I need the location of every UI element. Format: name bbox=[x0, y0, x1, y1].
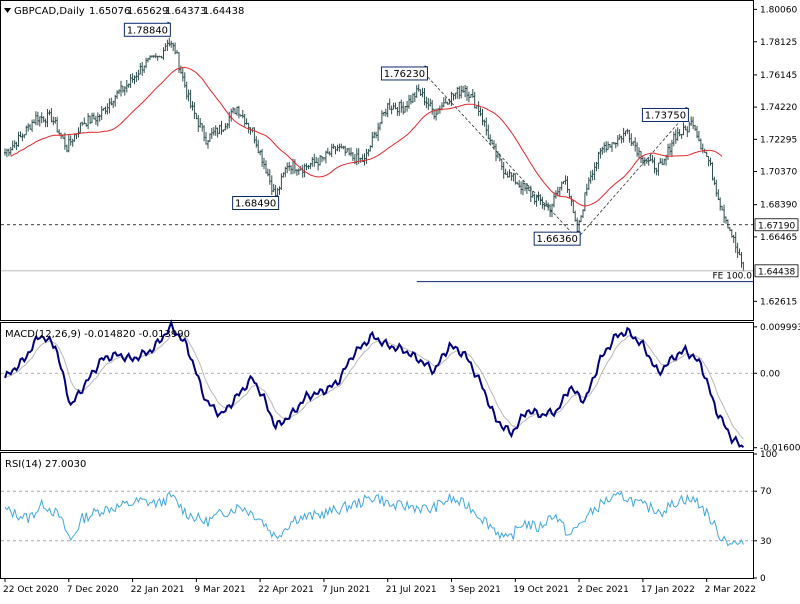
macd-line bbox=[4, 319, 745, 449]
macd-title: MACD(12,26,9) -0.014820 -0.013990 bbox=[5, 329, 190, 340]
rsi-tick-label-3: 0 bbox=[760, 574, 766, 584]
current-price-label-box bbox=[754, 264, 799, 278]
price-label-0: 1.78840 bbox=[127, 25, 168, 36]
ohlc-low: 1.64373 bbox=[165, 6, 206, 17]
price-label-3: 1.66360 bbox=[536, 234, 577, 245]
price-tick-label-6: 1.68390 bbox=[760, 201, 797, 211]
date-tick-label-7: 3 Sep 2021 bbox=[450, 585, 501, 595]
macd-tick-label-2: -0.016002 bbox=[760, 444, 800, 454]
collapse-triangle-icon[interactable] bbox=[4, 8, 11, 13]
price-label-box-1 bbox=[232, 196, 280, 211]
dashed-line-price-label-box bbox=[754, 218, 799, 232]
date-tick-label-9: 2 Dec 2021 bbox=[577, 585, 629, 595]
date-tick-label-10: 17 Jan 2022 bbox=[641, 585, 695, 595]
price-label-box-0 bbox=[123, 22, 171, 37]
rsi-panel-frame bbox=[0, 452, 754, 579]
price-tick-label-2: 1.76145 bbox=[760, 71, 797, 81]
price-label-1: 1.68490 bbox=[235, 199, 276, 210]
price-label-pointer-0 bbox=[167, 21, 171, 24]
macd-tick-label-1: 0.00 bbox=[760, 369, 780, 379]
moving-average-line bbox=[10, 66, 723, 207]
price-tick-label-8: 1.62615 bbox=[760, 297, 797, 307]
date-tick-label-1: 7 Dec 2020 bbox=[67, 585, 119, 595]
price-tick-label-1: 1.78125 bbox=[760, 38, 797, 48]
ohlc-high: 1.65629 bbox=[127, 6, 168, 17]
date-tick-label-5: 7 Jun 2021 bbox=[322, 585, 370, 595]
fib-connector-0 bbox=[424, 73, 578, 239]
date-tick-label-6: 21 Jul 2021 bbox=[386, 585, 437, 595]
macd-signal-line bbox=[4, 333, 744, 440]
price-series-layer: FE 100.0 1.78840 1.68490 1.76230 1.66360 1.73… bbox=[1, 21, 753, 283]
date-tick-label-2: 22 Jan 2021 bbox=[131, 585, 185, 595]
date-tick-label-3: 9 Mar 2021 bbox=[194, 585, 245, 595]
price-tick-label-0: 1.80060 bbox=[760, 5, 797, 15]
price-label-4: 1.73750 bbox=[645, 110, 686, 121]
ohlc-open: 1.65076 bbox=[89, 6, 130, 17]
price-label-pointer-1 bbox=[275, 195, 279, 197]
price-label-pointer-2 bbox=[424, 65, 428, 68]
current-price-label: 1.64438 bbox=[758, 267, 795, 277]
rsi-series-layer bbox=[1, 490, 753, 547]
date-tick-label-11: 2 Mar 2022 bbox=[705, 585, 756, 595]
price-label-box-2 bbox=[380, 66, 428, 81]
ohlc-close: 1.64438 bbox=[203, 6, 244, 17]
price-label-box-4 bbox=[641, 107, 689, 122]
fe-level-label: FE 100.0 bbox=[713, 272, 753, 282]
price-tick-label-4: 1.72295 bbox=[760, 135, 797, 145]
price-label-pointer-4 bbox=[685, 106, 689, 109]
price-label-pointer-3 bbox=[577, 230, 581, 233]
rsi-tick-label-1: 70 bbox=[760, 487, 772, 497]
price-label-2: 1.76230 bbox=[384, 69, 425, 80]
fib-connector-1 bbox=[576, 114, 686, 239]
price-panel-frame bbox=[0, 0, 754, 321]
macd-panel-frame bbox=[0, 322, 754, 451]
symbol-label: GBPCAD,Daily bbox=[14, 6, 85, 17]
date-tick-label-8: 19 Oct 2021 bbox=[513, 585, 569, 595]
price-tick-label-7: 1.66465 bbox=[760, 233, 797, 243]
price-bars bbox=[4, 37, 745, 272]
rsi-line bbox=[4, 490, 744, 547]
date-tick-label-4: 22 Apr 2021 bbox=[258, 585, 314, 595]
rsi-tick-label-2: 30 bbox=[760, 537, 772, 547]
date-tick-label-0: 22 Oct 2020 bbox=[3, 585, 59, 595]
price-tick-label-5: 1.70370 bbox=[760, 168, 797, 178]
macd-tick-label-0: 0.009993 bbox=[760, 323, 800, 333]
price-label-box-3 bbox=[533, 231, 581, 246]
price-tick-label-3: 1.74220 bbox=[760, 103, 797, 113]
macd-series-layer bbox=[1, 319, 753, 449]
axis-layer: 1.80060 1.78125 1.76145 1.74220 1.72295 1.703… bbox=[3, 5, 800, 595]
dashed-line-price-label: 1.67190 bbox=[758, 221, 795, 231]
rsi-tick-label-0: 100 bbox=[760, 450, 777, 460]
rsi-title: RSI(14) 27.0030 bbox=[5, 459, 86, 470]
